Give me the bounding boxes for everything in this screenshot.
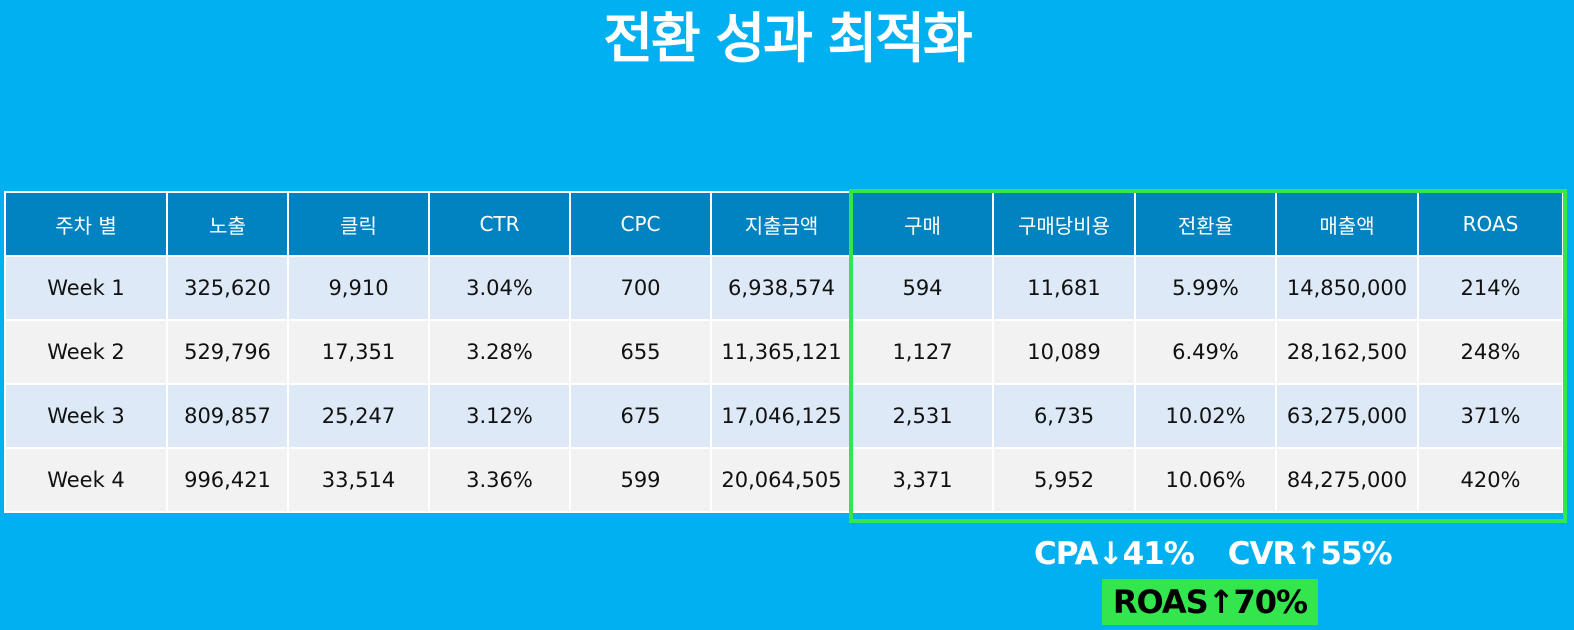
table-cell: 25,247 (287, 383, 430, 449)
header-cpc: CPC (569, 191, 712, 257)
table-cell: 2,531 (851, 383, 994, 449)
table-cell: 3.36% (428, 447, 571, 513)
table-row: Week 2 529,796 17,351 3.28% 655 11,365,1… (4, 319, 1564, 385)
table-cell: 6,938,574 (710, 255, 853, 321)
table-cell: 11,365,121 (710, 319, 853, 385)
table-cell: Week 3 (4, 383, 168, 449)
table-cell: 700 (569, 255, 712, 321)
header-cost-per-purchase: 구매당비용 (992, 191, 1136, 257)
table-cell: 17,351 (287, 319, 430, 385)
table-cell: 20,064,505 (710, 447, 853, 513)
header-impressions: 노출 (166, 191, 289, 257)
table-cell: 248% (1417, 319, 1564, 385)
table-cell: 6.49% (1134, 319, 1277, 385)
table-cell: 599 (569, 447, 712, 513)
header-clicks: 클릭 (287, 191, 430, 257)
table-cell: 675 (569, 383, 712, 449)
table-cell: 214% (1417, 255, 1564, 321)
table-cell: 5.99% (1134, 255, 1277, 321)
table-cell: 3.04% (428, 255, 571, 321)
table-cell: 5,952 (992, 447, 1136, 513)
table-cell: 529,796 (166, 319, 289, 385)
weekly-performance-table: 주차 별 노출 클릭 CTR CPC 지출금액 구매 구매당비용 전환율 매출액… (4, 191, 1564, 513)
table-header-row: 주차 별 노출 클릭 CTR CPC 지출금액 구매 구매당비용 전환율 매출액… (4, 191, 1564, 257)
table-row: Week 3 809,857 25,247 3.12% 675 17,046,1… (4, 383, 1564, 449)
table-cell: 10,089 (992, 319, 1136, 385)
table-row: Week 4 996,421 33,514 3.36% 599 20,064,5… (4, 447, 1564, 513)
table-cell: 9,910 (287, 255, 430, 321)
table-cell: 14,850,000 (1275, 255, 1419, 321)
table-cell: 655 (569, 319, 712, 385)
table-cell: 63,275,000 (1275, 383, 1419, 449)
table-cell: 3.12% (428, 383, 571, 449)
table-cell: 11,681 (992, 255, 1136, 321)
table-cell: 371% (1417, 383, 1564, 449)
roas-improvement-badge: ROAS↑70% (1102, 579, 1318, 625)
header-roas: ROAS (1417, 191, 1564, 257)
table-cell: 809,857 (166, 383, 289, 449)
table-cell: 28,162,500 (1275, 319, 1419, 385)
table-cell: 33,514 (287, 447, 430, 513)
kpi-summary: CPA↓41% CVR↑55% (1034, 532, 1393, 576)
header-revenue: 매출액 (1275, 191, 1419, 257)
table-cell: Week 4 (4, 447, 168, 513)
table-cell: 10.06% (1134, 447, 1277, 513)
table-cell: 10.02% (1134, 383, 1277, 449)
cpa-improvement: CPA↓41% (1034, 536, 1195, 572)
table-cell: Week 1 (4, 255, 168, 321)
table-cell: 17,046,125 (710, 383, 853, 449)
table-cell: 996,421 (166, 447, 289, 513)
table-cell: 594 (851, 255, 994, 321)
header-conversion-rate: 전환율 (1134, 191, 1277, 257)
table-cell: 3.28% (428, 319, 571, 385)
table-cell: 6,735 (992, 383, 1136, 449)
table-cell: 1,127 (851, 319, 994, 385)
table-row: Week 1 325,620 9,910 3.04% 700 6,938,574… (4, 255, 1564, 321)
table-cell: 3,371 (851, 447, 994, 513)
header-purchases: 구매 (851, 191, 994, 257)
header-ctr: CTR (428, 191, 571, 257)
page-title: 전환 성과 최적화 (603, 7, 972, 70)
table-cell: 420% (1417, 447, 1564, 513)
table-cell: 84,275,000 (1275, 447, 1419, 513)
table-cell: 325,620 (166, 255, 289, 321)
cvr-improvement: CVR↑55% (1227, 536, 1393, 572)
table-cell: Week 2 (4, 319, 168, 385)
header-week: 주차 별 (4, 191, 168, 257)
header-spend: 지출금액 (710, 191, 853, 257)
